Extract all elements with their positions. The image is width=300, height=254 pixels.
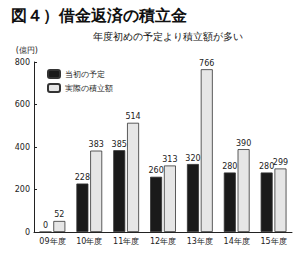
- svg-text:228: 228: [75, 173, 90, 182]
- svg-text:12年度: 12年度: [150, 237, 176, 246]
- svg-text:299: 299: [273, 158, 288, 167]
- svg-text:313: 313: [162, 155, 177, 164]
- svg-text:385: 385: [112, 140, 127, 149]
- svg-text:52: 52: [54, 210, 64, 219]
- svg-text:800: 800: [15, 58, 30, 67]
- svg-text:13年度: 13年度: [187, 237, 213, 246]
- svg-text:年度初めの予定より積立額が多い: 年度初めの予定より積立額が多い: [93, 31, 243, 42]
- svg-text:200: 200: [15, 185, 30, 194]
- svg-text:図４）借金返済の積立金: 図４）借金返済の積立金: [11, 6, 187, 25]
- svg-text:0: 0: [43, 221, 48, 230]
- svg-text:当初の予定: 当初の予定: [65, 70, 105, 79]
- svg-text:(億円): (億円): [16, 46, 38, 55]
- svg-text:280: 280: [222, 162, 237, 171]
- svg-text:383: 383: [89, 140, 104, 149]
- svg-text:280: 280: [259, 162, 275, 171]
- svg-text:514: 514: [125, 112, 140, 121]
- svg-text:11年度: 11年度: [113, 237, 139, 246]
- svg-text:09年度: 09年度: [39, 237, 65, 246]
- svg-text:15年度: 15年度: [260, 237, 286, 246]
- svg-text:0: 0: [25, 228, 30, 237]
- svg-text:320: 320: [185, 154, 200, 163]
- svg-text:14年度: 14年度: [224, 237, 250, 246]
- svg-text:600: 600: [15, 100, 30, 109]
- svg-text:390: 390: [236, 139, 251, 148]
- svg-text:260: 260: [148, 166, 163, 175]
- svg-text:10年度: 10年度: [76, 237, 102, 246]
- svg-text:766: 766: [199, 59, 214, 68]
- svg-text:実際の積立額: 実際の積立額: [65, 84, 113, 93]
- svg-text:400: 400: [15, 143, 30, 152]
